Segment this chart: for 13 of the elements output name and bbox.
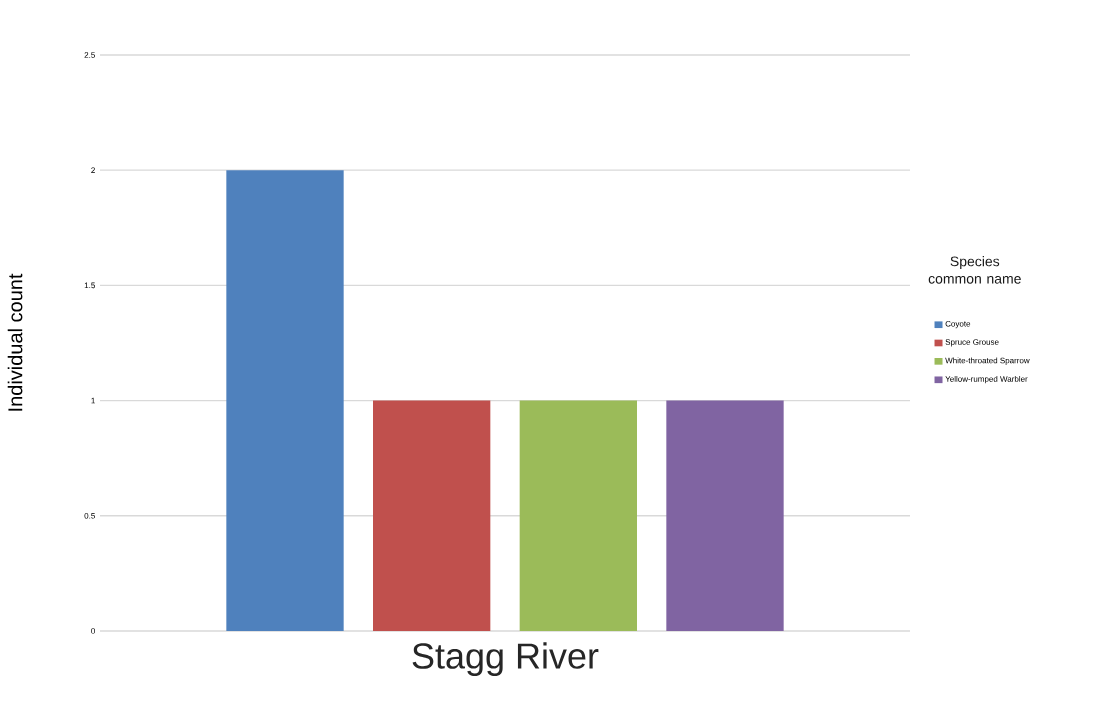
y-tick-label: 1	[91, 397, 95, 404]
y-tick-label: 2	[91, 167, 95, 173]
y-axis-title: Individual count	[7, 273, 23, 411]
y-tick-label: 0.5	[84, 512, 95, 519]
legend-title: Species common name	[928, 256, 1021, 284]
y-tick-label: 1.5	[84, 282, 95, 289]
legend-label: Coyote	[945, 320, 971, 329]
y-tick-label: 2.5	[84, 52, 95, 58]
legend-label: Yellow-rumped Warbler	[945, 375, 1028, 384]
legend-label: Spruce Grouse	[945, 339, 999, 347]
x-tick-label: Stagg River	[412, 642, 599, 676]
y-tick-label: 0	[91, 628, 95, 634]
legend-label: White-throated Sparrow	[945, 357, 1030, 365]
